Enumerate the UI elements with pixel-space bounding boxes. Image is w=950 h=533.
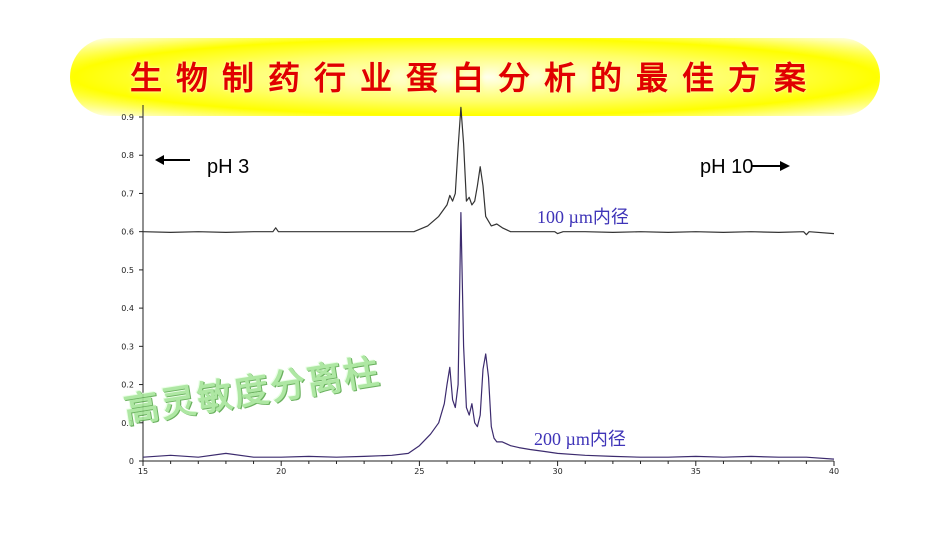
y-tick-label: 0.1: [121, 419, 134, 428]
ph-left-label: pH 3: [207, 156, 249, 178]
left-arrow-head: [155, 155, 164, 165]
chart-series-layer: [142, 106, 835, 460]
series-label-200um: 200 µm内径: [534, 429, 626, 449]
series-line-100um: [142, 106, 835, 236]
x-tick-label: 25: [414, 467, 424, 476]
x-tick-label: 30: [553, 467, 563, 476]
y-tick-label: 0.7: [121, 189, 134, 198]
x-tick-label: 40: [829, 467, 839, 476]
y-tick-label: 0.2: [121, 381, 134, 390]
ph-right-label: pH 10: [700, 156, 753, 178]
page-title: 生物制药行业蛋白分析的最佳方案: [129, 59, 820, 97]
series-line-200um: [142, 212, 835, 460]
y-tick-label: 0.4: [121, 304, 134, 313]
series-label-100um: 100 µm内径: [537, 207, 629, 227]
chart-annotations: pH 3 pH 10 100 µm内径 200 µm内径: [155, 155, 790, 449]
y-tick-label: 0.3: [121, 342, 134, 351]
y-tick-label: 0.9: [121, 113, 134, 122]
y-tick-label: 0.8: [121, 151, 134, 160]
x-tick-label: 20: [276, 467, 286, 476]
chart-axes: 0 0.1 0.2 0.3 0.4 0.5 0.6 0.7 0.8 0.9 15 20 25 30 35 40: [121, 105, 839, 476]
right-arrow-head: [780, 161, 790, 171]
title-glow-background: [70, 38, 880, 116]
y-tick-label: 0.6: [121, 228, 134, 237]
y-tick-label: 0.5: [121, 266, 134, 275]
y-tick-label: 0: [129, 457, 134, 466]
x-tick-label: 15: [138, 467, 148, 476]
x-tick-label: 35: [691, 467, 701, 476]
